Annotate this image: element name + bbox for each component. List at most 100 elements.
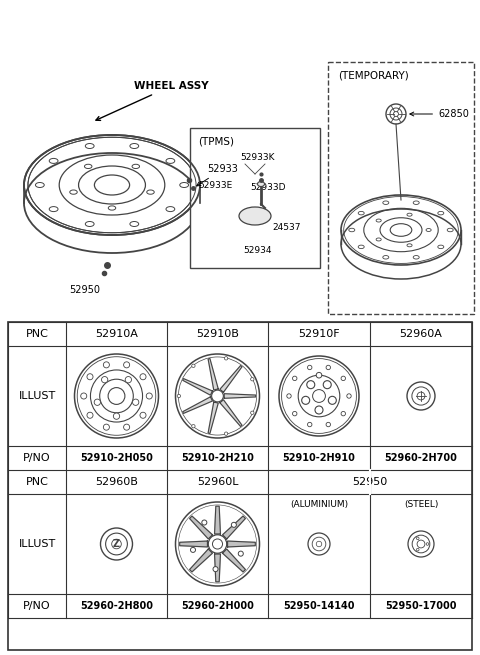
Circle shape [328, 396, 336, 404]
Text: 52933: 52933 [197, 164, 238, 186]
Circle shape [323, 381, 331, 388]
Circle shape [231, 522, 236, 527]
Circle shape [347, 394, 351, 398]
Polygon shape [183, 397, 213, 413]
Circle shape [101, 377, 108, 383]
Circle shape [326, 422, 330, 426]
Circle shape [123, 424, 130, 430]
Ellipse shape [84, 164, 92, 168]
Circle shape [125, 377, 132, 383]
Text: ILLUST: ILLUST [18, 391, 56, 401]
Bar [328, 62, 474, 314]
Circle shape [225, 357, 228, 360]
Bar [8, 322, 472, 650]
Circle shape [140, 412, 146, 419]
Text: 52950-14140: 52950-14140 [283, 601, 355, 611]
Text: 52933K: 52933K [241, 153, 275, 162]
Circle shape [417, 548, 419, 551]
Ellipse shape [70, 190, 77, 195]
Circle shape [179, 357, 256, 435]
Circle shape [225, 432, 228, 436]
Polygon shape [208, 358, 218, 390]
Text: Z: Z [113, 539, 120, 549]
Circle shape [341, 376, 346, 381]
Circle shape [251, 411, 254, 415]
Circle shape [177, 394, 180, 398]
Circle shape [251, 377, 254, 381]
Ellipse shape [376, 219, 381, 222]
Ellipse shape [147, 190, 154, 195]
Text: 52933E: 52933E [198, 181, 232, 191]
Polygon shape [224, 394, 256, 398]
Circle shape [176, 502, 260, 586]
Circle shape [176, 354, 260, 438]
Ellipse shape [376, 238, 381, 241]
Circle shape [308, 422, 312, 426]
Ellipse shape [413, 255, 419, 259]
Ellipse shape [257, 181, 264, 187]
Text: 52960B: 52960B [95, 477, 138, 487]
Text: (ALUMINIUM): (ALUMINIUM) [290, 500, 348, 508]
Ellipse shape [358, 245, 364, 249]
Polygon shape [223, 516, 245, 539]
Text: PNC: PNC [25, 477, 48, 487]
Ellipse shape [349, 228, 355, 232]
Polygon shape [183, 379, 213, 395]
Ellipse shape [166, 159, 175, 163]
Polygon shape [215, 554, 220, 582]
Text: 52960L: 52960L [197, 477, 238, 487]
Text: 62850: 62850 [410, 109, 469, 119]
Bar [190, 128, 320, 268]
Ellipse shape [438, 245, 444, 249]
Polygon shape [215, 506, 220, 534]
Polygon shape [220, 400, 242, 426]
Text: 52910-2H910: 52910-2H910 [283, 453, 355, 463]
Text: ILLUST: ILLUST [18, 539, 56, 549]
Polygon shape [228, 541, 255, 547]
Text: 52933D: 52933D [250, 183, 286, 193]
Circle shape [308, 365, 312, 369]
Circle shape [287, 394, 291, 398]
Circle shape [212, 390, 223, 402]
Ellipse shape [407, 244, 412, 247]
Text: WHEEL ASSY: WHEEL ASSY [96, 81, 209, 121]
Text: 52910B: 52910B [196, 329, 239, 339]
Circle shape [213, 539, 223, 549]
Circle shape [202, 520, 207, 525]
Ellipse shape [383, 201, 389, 204]
Ellipse shape [438, 212, 444, 215]
Text: 52950: 52950 [70, 285, 100, 295]
Circle shape [132, 399, 139, 405]
Text: 52960-2H800: 52960-2H800 [80, 601, 153, 611]
Circle shape [123, 362, 130, 368]
Ellipse shape [239, 207, 271, 225]
Text: 52934: 52934 [244, 246, 272, 255]
Text: 52910A: 52910A [95, 329, 138, 339]
Ellipse shape [413, 201, 419, 204]
Text: 52960A: 52960A [399, 329, 443, 339]
Circle shape [81, 393, 87, 399]
Circle shape [140, 374, 146, 380]
Ellipse shape [383, 255, 389, 259]
Text: 52910-2H210: 52910-2H210 [181, 453, 254, 463]
Ellipse shape [132, 164, 140, 168]
Ellipse shape [180, 183, 189, 187]
Circle shape [103, 362, 109, 368]
Circle shape [292, 376, 297, 381]
Ellipse shape [130, 143, 139, 149]
Circle shape [417, 537, 419, 540]
Circle shape [308, 533, 330, 555]
Ellipse shape [49, 206, 58, 212]
Polygon shape [220, 365, 242, 392]
Circle shape [316, 373, 322, 378]
Text: (STEEL): (STEEL) [404, 500, 438, 508]
Text: 52960-2H000: 52960-2H000 [181, 601, 254, 611]
Ellipse shape [447, 228, 453, 232]
Ellipse shape [36, 183, 44, 187]
Circle shape [94, 399, 100, 405]
Circle shape [208, 534, 227, 553]
Circle shape [292, 411, 297, 416]
Text: PNC: PNC [25, 329, 48, 339]
Ellipse shape [407, 213, 412, 216]
Polygon shape [208, 402, 218, 434]
